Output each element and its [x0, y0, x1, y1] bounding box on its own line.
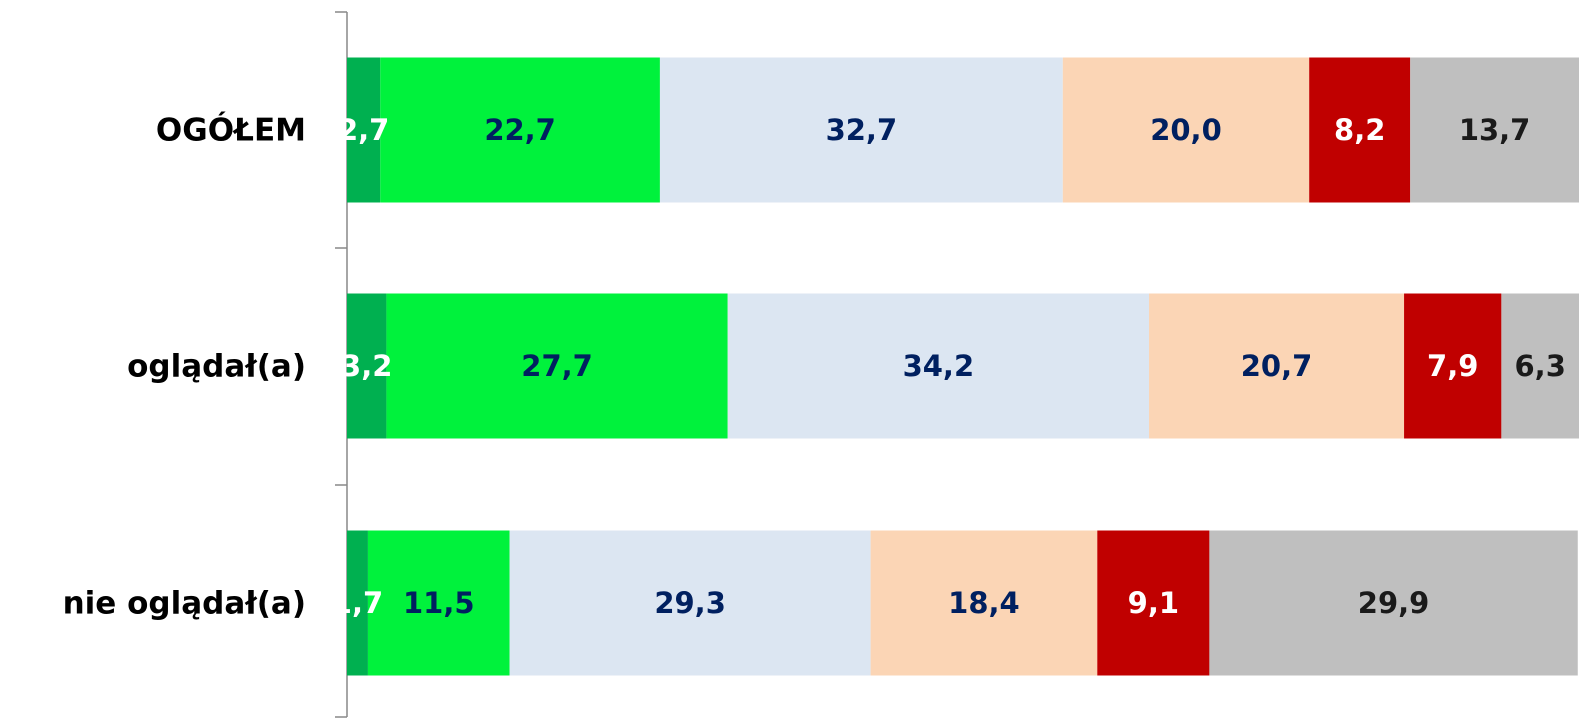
value-label: 27,7: [521, 349, 593, 383]
value-label: 29,9: [1358, 586, 1430, 620]
value-label: 11,5: [403, 586, 475, 620]
value-label: 6,3: [1515, 349, 1566, 383]
value-label: 32,7: [826, 113, 898, 147]
value-label: 34,2: [903, 349, 975, 383]
value-label: 7,9: [1427, 349, 1478, 383]
category-label: nie oglądał(a): [63, 586, 306, 622]
value-label: 13,7: [1459, 113, 1531, 147]
bar-segment: [1062, 57, 1310, 203]
value-label: 22,7: [484, 113, 556, 147]
bar-segment: [347, 293, 387, 439]
value-label: 18,4: [948, 586, 1020, 620]
bar-segment: [347, 57, 381, 203]
bar-segment: [1097, 530, 1210, 676]
bar-segment: [347, 530, 368, 676]
value-label: 3,2: [341, 349, 392, 383]
bar-segment: [1309, 57, 1411, 203]
category-label: oglądał(a): [127, 349, 306, 385]
bar-segment: [659, 57, 1063, 203]
value-label: 20,7: [1241, 349, 1313, 383]
bar-segment: [367, 530, 510, 676]
value-label: 9,1: [1128, 586, 1179, 620]
value-label: 1,7: [332, 586, 383, 620]
bar-segment: [1404, 293, 1502, 439]
value-label: 20,0: [1150, 113, 1222, 147]
bar-segment: [1149, 293, 1405, 439]
value-label: 2,7: [338, 113, 389, 147]
bar-segment: [1209, 530, 1578, 676]
bar-segment: [1501, 293, 1579, 439]
value-label: 29,3: [654, 586, 726, 620]
bar-segment: [380, 57, 660, 203]
bar-segment: [509, 530, 871, 676]
category-label: OGÓŁEM: [156, 112, 306, 149]
bar-segment: [870, 530, 1098, 676]
bar-segment: [1410, 57, 1579, 203]
value-label: 8,2: [1334, 113, 1385, 147]
bar-segment: [386, 293, 728, 439]
bar-segment: [727, 293, 1150, 439]
